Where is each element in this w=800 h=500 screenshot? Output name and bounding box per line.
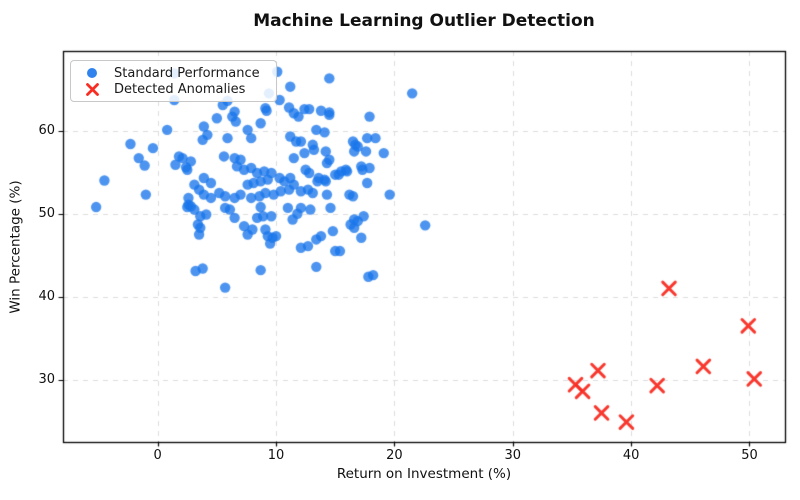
legend-item-detected-anomalies: Detected Anomalies [79,81,268,97]
circle-marker-icon [79,68,105,78]
x-tick-label: 50 [741,448,758,463]
legend: Standard Performance Detected Anomalies [70,60,277,102]
legend-item-standard-performance: Standard Performance [79,65,268,81]
y-axis-label: Win Percentage (%) [7,180,24,314]
x-tick-label: 20 [386,448,403,463]
x-axis-label: Return on Investment (%) [336,466,512,482]
y-tick-label: 40 [38,288,55,304]
x-marker-icon [79,82,105,97]
y-tick-label: 60 [38,122,55,138]
y-tick-label: 50 [38,205,55,221]
x-tick-label: 40 [622,448,640,463]
x-tick-label: 0 [153,448,162,463]
legend-label-standard-performance: Standard Performance [114,65,260,81]
x-tick-label: 30 [504,448,522,463]
y-tick-label: 30 [38,371,55,387]
x-tick-label: 10 [267,448,285,463]
legend-label-detected-anomalies: Detected Anomalies [114,81,246,97]
